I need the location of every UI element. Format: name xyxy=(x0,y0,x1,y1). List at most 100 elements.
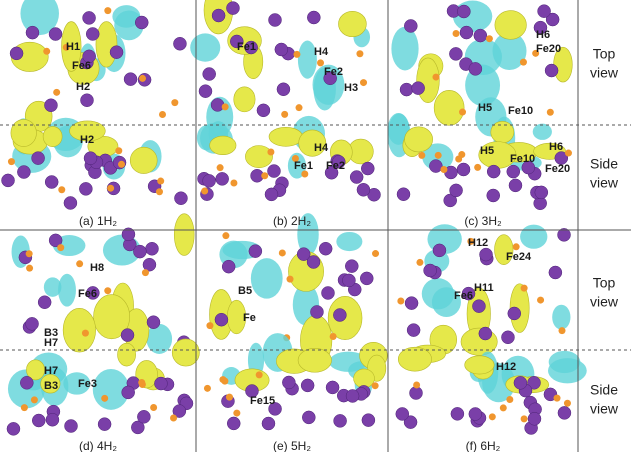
density-blob xyxy=(487,165,500,178)
density-blob xyxy=(342,274,355,287)
density-blob xyxy=(216,172,229,185)
density-blob xyxy=(362,414,375,427)
density-blob xyxy=(104,287,111,294)
density-blob xyxy=(474,29,487,42)
density-blob xyxy=(133,245,146,258)
density-blob xyxy=(350,171,363,184)
atom-label: Fe6 xyxy=(72,60,91,72)
density-blob xyxy=(58,186,65,193)
density-blob xyxy=(145,242,158,255)
density-blob xyxy=(564,400,571,407)
view-labels: Top view Side view Top view Side view xyxy=(590,46,619,417)
density-blob xyxy=(44,99,57,112)
density-blob xyxy=(472,300,485,313)
density-blob xyxy=(138,379,145,386)
density-blob xyxy=(552,305,570,330)
density-blob xyxy=(137,410,150,423)
density-blob xyxy=(545,64,558,77)
density-blob xyxy=(372,382,379,389)
density-blob xyxy=(251,258,283,298)
density-blob xyxy=(230,180,237,187)
density-blob xyxy=(547,109,554,116)
density-blob xyxy=(507,165,520,178)
density-blob xyxy=(469,62,482,75)
density-blob xyxy=(405,297,418,310)
density-blob xyxy=(361,162,374,175)
density-blob xyxy=(521,415,528,422)
atom-label: Fe10 xyxy=(510,153,535,165)
density-blob xyxy=(489,413,496,420)
atom-label: Fe10 xyxy=(508,105,533,117)
density-blob xyxy=(261,172,268,179)
caption: (f) 6H₂ xyxy=(466,439,501,452)
density-blob xyxy=(2,174,15,187)
caption: (b) 2H₂ xyxy=(273,214,311,228)
density-blob xyxy=(115,147,122,154)
density-blob xyxy=(150,404,157,411)
density-blob xyxy=(174,214,194,256)
density-blob xyxy=(277,83,290,96)
density-blob xyxy=(429,160,442,173)
view-label: Top xyxy=(593,46,616,62)
density-blob xyxy=(287,276,294,283)
atom-label: B3 xyxy=(44,380,58,392)
view-label: Top xyxy=(593,275,616,291)
density-blob xyxy=(139,75,146,82)
density-blob xyxy=(43,48,50,55)
density-blob xyxy=(122,386,135,399)
atom-label: Fe1 xyxy=(294,160,313,172)
density-blob xyxy=(124,73,137,86)
density-blob xyxy=(267,165,280,178)
density-blob xyxy=(282,376,295,389)
density-blob xyxy=(538,5,551,18)
density-blob xyxy=(146,324,172,354)
density-blob xyxy=(206,322,213,329)
atom-label: H7 xyxy=(44,365,58,377)
density-blob xyxy=(86,27,99,40)
view-label: view xyxy=(590,401,619,417)
caption: (e) 5H₂ xyxy=(273,439,311,452)
density-blob xyxy=(559,327,566,334)
density-blob xyxy=(487,189,500,202)
density-blob xyxy=(398,347,431,371)
density-blob xyxy=(211,98,224,111)
density-blob xyxy=(413,381,420,388)
caption: (d) 4H₂ xyxy=(79,439,117,452)
caption: (c) 3H₂ xyxy=(464,214,502,228)
density-blob xyxy=(549,266,562,279)
density-blob xyxy=(333,309,346,322)
density-blob xyxy=(203,174,216,187)
density-blob xyxy=(310,305,323,318)
density-blob xyxy=(201,188,208,195)
density-blob xyxy=(450,184,463,197)
density-blob xyxy=(38,296,51,309)
atom-label: Fe3 xyxy=(78,378,97,390)
density-blob xyxy=(354,369,375,388)
density-blob xyxy=(434,90,464,125)
density-blob xyxy=(521,285,528,292)
density-blob xyxy=(474,164,481,171)
density-blob xyxy=(76,260,83,267)
atom-label: Fe1 xyxy=(237,41,256,53)
density-blob xyxy=(210,136,236,155)
density-blob xyxy=(293,51,300,58)
density-blob xyxy=(170,414,177,421)
atom-label: H8 xyxy=(90,262,104,274)
atom-label: H4 xyxy=(314,46,329,58)
density-blob xyxy=(514,376,527,389)
atom-label: Fe6 xyxy=(78,288,97,300)
density-blob xyxy=(513,243,520,250)
density-blob xyxy=(257,104,270,117)
density-blob xyxy=(279,249,286,256)
density-blob xyxy=(142,269,149,276)
density-blob xyxy=(83,11,96,24)
density-blob xyxy=(405,127,433,152)
density-blob xyxy=(46,413,59,426)
density-blob xyxy=(173,37,186,50)
density-blob xyxy=(190,33,220,61)
density-blob xyxy=(79,182,92,195)
density-blob xyxy=(96,22,117,68)
density-blob xyxy=(44,277,62,296)
density-blob xyxy=(53,89,60,96)
view-label: Side xyxy=(590,156,618,172)
